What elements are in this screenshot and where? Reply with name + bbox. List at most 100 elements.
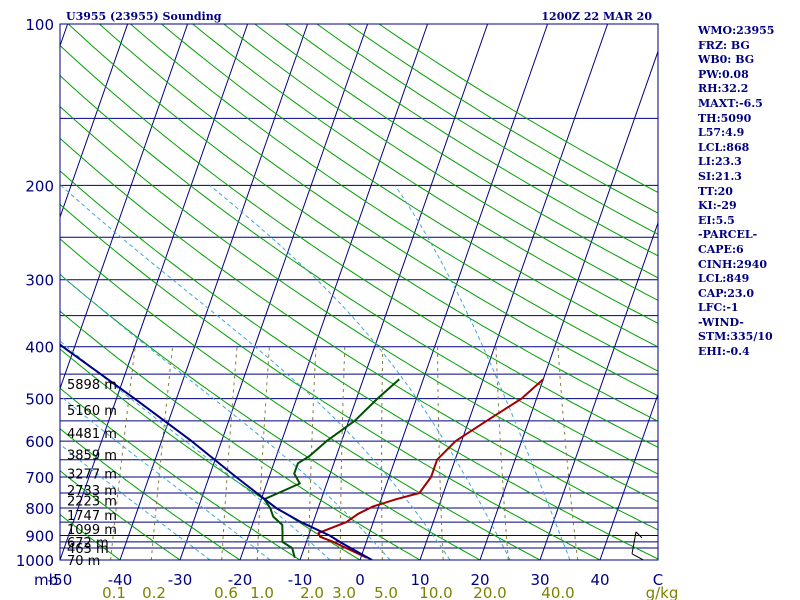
temperature-tick-label: -20: [228, 571, 253, 589]
plot-frame: [59, 23, 659, 561]
mixing-ratio-line: [437, 346, 444, 560]
mixing-ratio-line: [495, 346, 509, 560]
pressure-tick-label: 100: [25, 16, 54, 34]
mixing-ratio-line: [221, 346, 238, 560]
pressure-tick-label: 200: [25, 177, 54, 195]
chart-datetime: 1200Z 22 MAR 20: [541, 10, 652, 23]
dry-adiabat-line: [60, 170, 658, 560]
parcel-trace: [60, 343, 373, 560]
sounding-index-item: TH:5090: [698, 111, 752, 125]
sounding-index-item: CINH:2940: [698, 257, 768, 271]
sounding-index-item: MAXT:-6.5: [698, 96, 763, 110]
mixing-ratio-line: [308, 346, 317, 560]
temperature-tick-label: -10: [288, 571, 313, 589]
dry-adiabat-line: [60, 105, 658, 503]
temperature-tick-label: -40: [108, 571, 133, 589]
sounding-index-item: CAP:23.0: [698, 286, 755, 300]
sounding-index-item: -PARCEL-: [698, 228, 758, 242]
wind-barb-flag: [635, 531, 643, 539]
height-label: 2733 m: [67, 484, 117, 499]
mixing-ratio-line: [381, 346, 384, 560]
mixing-ratio-unit-label: g/kg: [646, 584, 679, 600]
mixing-ratio-tick-label: 20.0: [473, 584, 506, 600]
moist-adiabat-line: [60, 340, 331, 560]
mixing-ratio-line: [110, 346, 136, 560]
pressure-tick-label: 800: [25, 500, 54, 518]
mixing-ratio-tick-label: 1.0: [250, 584, 274, 600]
wind-barb-shaft: [631, 553, 645, 560]
sounding-index-item: PW:0.08: [698, 67, 749, 81]
dry-adiabat-line: [60, 137, 658, 531]
sounding-index-item: WB0: BG: [698, 53, 755, 67]
pressure-unit-label: mb: [34, 571, 58, 589]
sounding-index-item: SI:21.3: [698, 169, 742, 183]
sounding-index-item: EHI:-0.4: [698, 345, 750, 359]
mixing-ratio-tick-label: 5.0: [374, 584, 398, 600]
chart-grid: [0, 24, 658, 560]
pressure-tick-label: 700: [25, 469, 54, 487]
dry-adiabat-line: [60, 470, 181, 560]
height-label: 3277 m: [67, 468, 117, 483]
dry-adiabat-line: [223, 24, 658, 301]
sounding-index-item: STM:335/10: [698, 330, 773, 344]
mixing-ratio-tick-label: 0.6: [214, 584, 238, 600]
sounding-index-item: TT:20: [698, 184, 733, 198]
dry-adiabat-line: [161, 24, 658, 348]
moist-adiabat-line: [209, 185, 511, 560]
height-label: 5898 m: [67, 378, 117, 393]
sounding-index-item: LCL:849: [698, 272, 750, 286]
dry-adiabat-line: [99, 24, 658, 397]
height-label: 1099 m: [67, 523, 117, 538]
sounding-index-item: KI:-29: [698, 199, 737, 213]
pressure-tick-label: 600: [25, 433, 54, 451]
dry-adiabat-line: [192, 24, 658, 324]
sounding-index-item: RH:32.2: [698, 82, 749, 96]
isotherm-line: [539, 221, 658, 560]
isotherm-line: [359, 24, 549, 560]
moist-adiabat-line: [60, 273, 391, 560]
dewpoint-trace: [263, 378, 400, 558]
mixing-ratio-tick-label: 0.1: [102, 584, 126, 600]
temperature-unit-label: C: [653, 571, 663, 589]
pressure-tick-label: 900: [25, 527, 54, 545]
height-label: 3859 m: [67, 448, 117, 463]
temperature-tick-label: -50: [48, 571, 73, 589]
mixing-ratio-tick-label: 2.0: [300, 584, 324, 600]
sounding-index-item: LCL:868: [698, 140, 750, 154]
height-label: 5160 m: [67, 404, 117, 419]
isotherm-line: [60, 24, 189, 391]
temperature-tick-label: 20: [470, 571, 489, 589]
dry-adiabat-line: [68, 24, 658, 422]
moist-adiabat-line: [394, 185, 571, 560]
dry-adiabat-line: [60, 74, 658, 475]
isotherm-line: [299, 24, 489, 560]
isotherm-line: [599, 392, 658, 560]
height-label: 2223 m: [67, 495, 117, 510]
dry-adiabat-line: [60, 310, 421, 560]
mixing-ratio-tick-label: 0.2: [142, 584, 166, 600]
mixing-ratio-tick-label: 40.0: [541, 584, 574, 600]
pressure-tick-label: 400: [25, 339, 54, 357]
dry-adiabat-line: [60, 44, 658, 448]
pressure-tick-label: 500: [25, 391, 54, 409]
isotherm-line: [239, 24, 429, 560]
height-label: 70 m: [67, 554, 100, 569]
chart-title: U3955 (23955) Sounding: [66, 10, 222, 23]
height-label: 463 m: [67, 542, 109, 557]
mixing-ratio-line: [339, 346, 346, 560]
mixing-ratio-line: [150, 346, 174, 560]
dry-adiabat-line: [60, 387, 301, 560]
mixing-ratio-line: [256, 346, 270, 560]
temperature-tick-label: 10: [410, 571, 429, 589]
sounding-index-item: -WIND-: [698, 315, 744, 329]
isotherm-line: [0, 24, 8, 560]
sounding-index-item: L57:4.9: [698, 126, 745, 140]
pressure-tick-label: 300: [25, 272, 54, 290]
sounding-indices-list: WMO:23955 FRZ: BG WB0: BG PW:0.08 RH:32.2 MAX…: [698, 24, 774, 360]
height-label: 1747 m: [67, 509, 117, 524]
moist-adiabat-line: [60, 185, 451, 560]
isotherm-line: [419, 24, 609, 560]
chart-series: [60, 343, 645, 560]
dry-adiabat-line: [60, 428, 241, 560]
isotherm-line: [479, 49, 658, 560]
